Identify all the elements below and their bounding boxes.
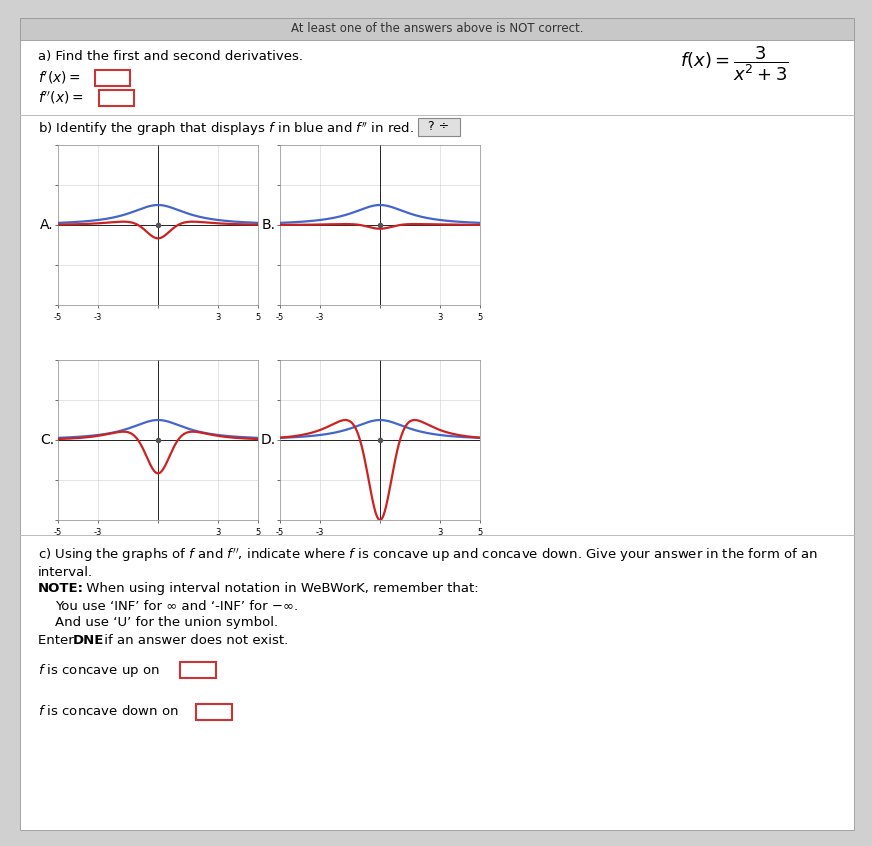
Bar: [196, 704, 232, 720]
Bar: [95, 70, 130, 86]
Text: C.: C.: [40, 433, 54, 447]
Bar: [418, 118, 460, 136]
Text: When using interval notation in WeBWorK, remember that:: When using interval notation in WeBWorK,…: [82, 582, 479, 595]
Bar: [99, 90, 134, 106]
Text: ? ÷: ? ÷: [428, 120, 450, 134]
Text: c) Using the graphs of $f$ and $f''$, indicate where $f$ is concave up and conca: c) Using the graphs of $f$ and $f''$, in…: [38, 547, 818, 580]
Text: $f'(x) =$: $f'(x) =$: [38, 70, 81, 86]
Text: A.: A.: [40, 218, 54, 232]
Text: a) Find the first and second derivatives.: a) Find the first and second derivatives…: [38, 50, 303, 63]
Text: b) Identify the graph that displays $f$ in blue and $f''$ in red.: b) Identify the graph that displays $f$ …: [38, 120, 414, 138]
Text: B.: B.: [262, 218, 276, 232]
Text: Enter: Enter: [38, 634, 78, 647]
Text: $f$ is concave up on: $f$ is concave up on: [38, 662, 160, 679]
Text: At least one of the answers above is NOT correct.: At least one of the answers above is NOT…: [290, 23, 583, 36]
Text: DNE: DNE: [73, 634, 105, 647]
Text: if an answer does not exist.: if an answer does not exist.: [100, 634, 289, 647]
Text: NOTE:: NOTE:: [38, 582, 84, 595]
Text: You use ‘INF’ for ∞ and ‘-INF’ for −∞.: You use ‘INF’ for ∞ and ‘-INF’ for −∞.: [55, 600, 298, 613]
Text: $f''(x) =$: $f''(x) =$: [38, 90, 84, 107]
Text: And use ‘U’ for the union symbol.: And use ‘U’ for the union symbol.: [55, 616, 278, 629]
Bar: [180, 662, 216, 678]
Text: D.: D.: [261, 433, 276, 447]
Text: $f(x) = \dfrac{3}{x^2+3}$: $f(x) = \dfrac{3}{x^2+3}$: [680, 44, 788, 83]
Bar: [20, 18, 854, 40]
Text: $f$ is concave down on: $f$ is concave down on: [38, 704, 179, 718]
